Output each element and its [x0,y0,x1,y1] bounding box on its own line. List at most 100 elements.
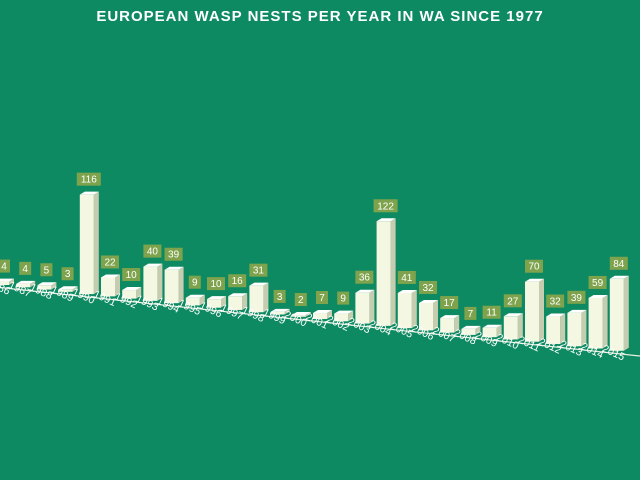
bar-side [496,324,502,338]
data-label-box [397,270,416,284]
bar-1999: 3 [270,289,290,315]
bar-side [9,278,14,285]
bar-side [327,310,332,320]
bar-1996: 10 [207,277,226,308]
data-label: 4 [22,264,28,275]
data-label-box [0,259,10,273]
bar-top [525,278,544,282]
bar-front [249,285,264,313]
data-label-box [294,293,307,307]
bar-side [454,315,460,333]
bar-side [93,191,99,295]
data-label-box [228,274,247,288]
bar-front [79,194,94,295]
bar-front [270,311,285,315]
data-label: 84 [613,259,625,270]
bar-side [263,282,269,313]
bar-top [143,263,163,267]
bar-front [58,289,73,292]
bar-side [115,274,120,297]
data-label: 9 [192,278,198,289]
data-label-box [337,291,350,305]
bar-top [588,294,608,298]
bar-1993: 40 [143,244,163,301]
data-label: 70 [528,262,540,273]
bar-top [503,313,523,317]
data-label-box [61,267,74,281]
bar-front [567,312,582,347]
bar-top [376,218,396,222]
bar-front [440,318,455,333]
data-label-box [122,268,141,282]
bar-side [475,325,481,335]
bar-side [284,308,290,315]
bar-front [37,285,52,290]
bar-side [517,313,523,340]
bar-side [369,289,375,324]
bar-front [482,327,497,338]
bar-top [334,310,354,314]
data-label-box [188,275,201,289]
data-label-box [525,259,543,273]
bar-front [546,316,561,344]
bar-side [539,278,544,342]
bar-2010: 27 [503,294,523,340]
bar-front [397,292,412,329]
bar-front [503,316,518,340]
data-label: 9 [340,294,346,305]
data-label-box [419,280,437,294]
bar-top [609,275,629,279]
bar-front [376,221,391,326]
bar-side [72,286,78,292]
bar-front [16,283,31,288]
bar-1994: 39 [164,247,184,304]
bar-front [334,313,349,322]
bar-1990: 116 [76,172,101,295]
bar-2012: 32 [546,294,566,344]
bar-top [0,278,14,282]
bar-front [609,278,624,351]
data-label: 3 [277,292,283,303]
bar-front [355,292,370,324]
bar-1986: 4 [0,259,14,285]
data-label-box [19,261,32,275]
data-label: 7 [319,293,325,304]
bar-top [79,191,99,195]
bar-2013: 39 [567,290,587,347]
data-label-box [101,255,119,269]
data-label: 32 [422,283,434,294]
data-label-box [588,275,607,289]
data-label-box [609,256,628,270]
bar-top [228,293,248,297]
chart-floor-edge [0,286,640,357]
bar-side [242,293,248,310]
data-label: 11 [486,308,497,319]
data-label: 41 [401,273,413,284]
bar-1995: 9 [185,275,205,306]
bar-side [433,299,438,331]
bar-front [588,297,603,349]
bar-2009: 11 [482,305,502,338]
bar-front [291,315,306,317]
data-label: 10 [210,279,222,290]
data-label-box [546,294,565,308]
bar-side [157,263,163,301]
data-label: 4 [1,262,7,273]
bar-2014: 59 [588,275,608,349]
bar-2002: 9 [334,291,354,322]
bar-front [461,328,476,335]
bar-2011: 70 [525,259,544,342]
bar-1992: 10 [122,268,142,299]
data-label: 59 [592,278,604,289]
bar-2015: 84 [609,256,629,351]
bar-side [411,289,417,329]
bar-side [305,312,311,317]
data-label-box [249,263,268,277]
data-label: 116 [81,175,97,186]
data-label: 31 [253,266,265,277]
bar-side [390,218,396,326]
bar-1998: 31 [249,263,269,313]
data-label: 17 [444,298,456,309]
